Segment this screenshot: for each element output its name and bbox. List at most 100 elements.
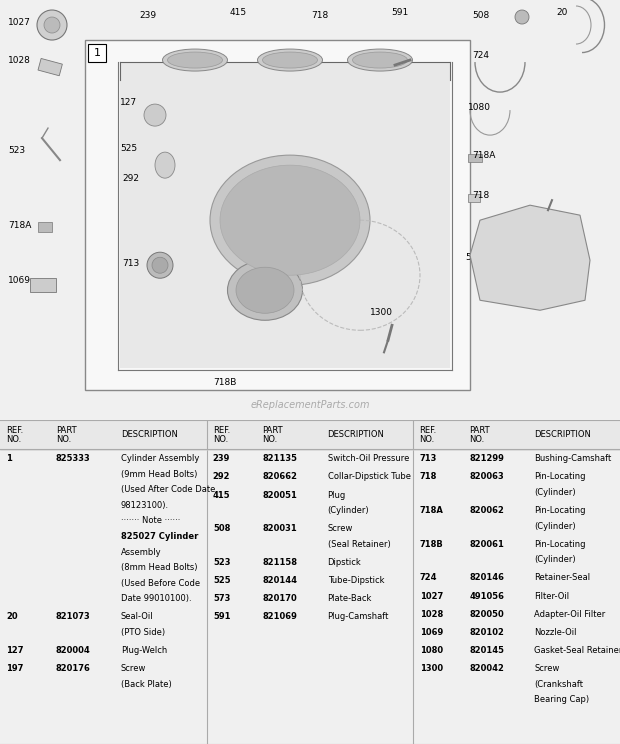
Text: 127: 127 [120,97,137,106]
Text: Pin-Locating: Pin-Locating [534,506,586,515]
Text: Cylinder Assembly: Cylinder Assembly [121,455,199,464]
Ellipse shape [167,52,223,68]
Text: Collar-Dipstick Tube: Collar-Dipstick Tube [327,472,410,481]
Text: 821158: 821158 [262,558,298,567]
Text: 523: 523 [8,146,25,155]
Text: 820050: 820050 [469,609,504,619]
Text: 525: 525 [213,576,231,585]
Text: 820145: 820145 [469,646,504,655]
Text: 591: 591 [391,7,409,16]
Text: 821073: 821073 [56,612,91,621]
Text: 508: 508 [472,10,489,19]
Text: 713: 713 [122,259,140,268]
Text: Adapter-Oil Filter: Adapter-Oil Filter [534,609,606,619]
Text: DESCRIPTION: DESCRIPTION [327,431,384,440]
Text: ······· Note ······: ······· Note ······ [121,516,180,525]
Circle shape [515,10,529,24]
Text: Gasket-Seal Retainer: Gasket-Seal Retainer [534,646,620,655]
Text: DESCRIPTION: DESCRIPTION [534,431,591,440]
Text: 820662: 820662 [262,472,298,481]
Text: 292: 292 [213,472,231,481]
Text: 491056: 491056 [469,591,504,600]
Ellipse shape [144,104,166,126]
Bar [468,194,480,202]
Bar [38,222,52,232]
Text: 825333: 825333 [56,455,91,464]
Ellipse shape [257,49,322,71]
Text: Switch-Oil Pressure: Switch-Oil Pressure [327,455,409,464]
Text: 1027: 1027 [8,18,31,27]
Text: Filter-Oil: Filter-Oil [534,591,569,600]
Text: Plate-Back: Plate-Back [327,594,372,603]
Text: 820102: 820102 [469,628,504,637]
Text: 1027: 1027 [420,591,443,600]
Text: 724: 724 [420,574,437,583]
Text: 821135: 821135 [262,455,298,464]
Ellipse shape [155,152,175,178]
Ellipse shape [220,165,360,275]
Text: 820063: 820063 [469,472,504,481]
Text: 239: 239 [213,455,230,464]
Text: 825027 Cylinder: 825027 Cylinder [121,532,198,541]
Text: REF.
NO.: REF. NO. [213,426,230,444]
Text: 415: 415 [213,490,231,499]
Ellipse shape [228,260,303,320]
Text: 415: 415 [229,7,247,16]
Text: 820146: 820146 [469,574,504,583]
Text: 820051: 820051 [262,490,298,499]
Text: (Cylinder): (Cylinder) [534,555,576,564]
Text: 20: 20 [6,612,18,621]
Text: (Back Plate): (Back Plate) [121,679,172,689]
Text: 718: 718 [420,472,437,481]
Ellipse shape [262,52,317,68]
Text: Nozzle-Oil: Nozzle-Oil [534,628,577,637]
Text: 820042: 820042 [469,664,504,673]
Text: 724: 724 [472,51,489,60]
Circle shape [37,10,67,40]
Text: 1069: 1069 [420,628,443,637]
Bar [206,420,414,449]
Text: REF.
NO.: REF. NO. [420,426,436,444]
Bar [88,44,106,62]
Text: Retainer-Seal: Retainer-Seal [534,574,590,583]
Text: 525: 525 [120,144,137,153]
Text: Pin-Locating: Pin-Locating [534,472,586,481]
Text: 1080: 1080 [468,103,491,112]
Text: 197: 197 [6,664,24,673]
Text: Screw: Screw [327,525,353,533]
Text: Date 99010100).: Date 99010100). [121,594,192,603]
Text: 573: 573 [213,594,230,603]
Text: 1028: 1028 [420,609,443,619]
Text: 98123100).: 98123100). [121,501,169,510]
Text: (8mm Head Bolts): (8mm Head Bolts) [121,563,197,572]
Bar [0,420,206,449]
Text: 820144: 820144 [262,576,298,585]
Ellipse shape [347,49,412,71]
Text: REF.
NO.: REF. NO. [6,426,24,444]
Text: 820170: 820170 [262,594,297,603]
Text: 713: 713 [420,455,437,464]
Text: PART
NO.: PART NO. [56,426,76,444]
Text: PART
NO.: PART NO. [262,426,283,444]
Text: (Crankshaft: (Crankshaft [534,679,583,689]
Text: 718A: 718A [472,150,495,160]
Bar [120,63,450,368]
Text: 820061: 820061 [469,540,504,549]
Text: eReplacementParts.com: eReplacementParts.com [250,400,370,411]
Text: (Cylinder): (Cylinder) [534,488,576,497]
Text: 821299: 821299 [469,455,504,464]
Text: DESCRIPTION: DESCRIPTION [121,431,178,440]
Text: (Used After Code Date: (Used After Code Date [121,485,215,495]
Text: Screw: Screw [121,664,146,673]
Text: (Used Before Code: (Used Before Code [121,579,200,588]
Bar [414,420,620,449]
Text: 718B: 718B [420,540,443,549]
Text: 820062: 820062 [469,506,504,515]
Text: 197: 197 [545,211,562,219]
Text: 1: 1 [94,48,100,58]
Polygon shape [470,205,590,310]
Text: 820031: 820031 [262,525,297,533]
Text: 1069: 1069 [8,276,31,285]
Text: (Seal Retainer): (Seal Retainer) [327,540,391,549]
Text: (PTO Side): (PTO Side) [121,628,165,637]
